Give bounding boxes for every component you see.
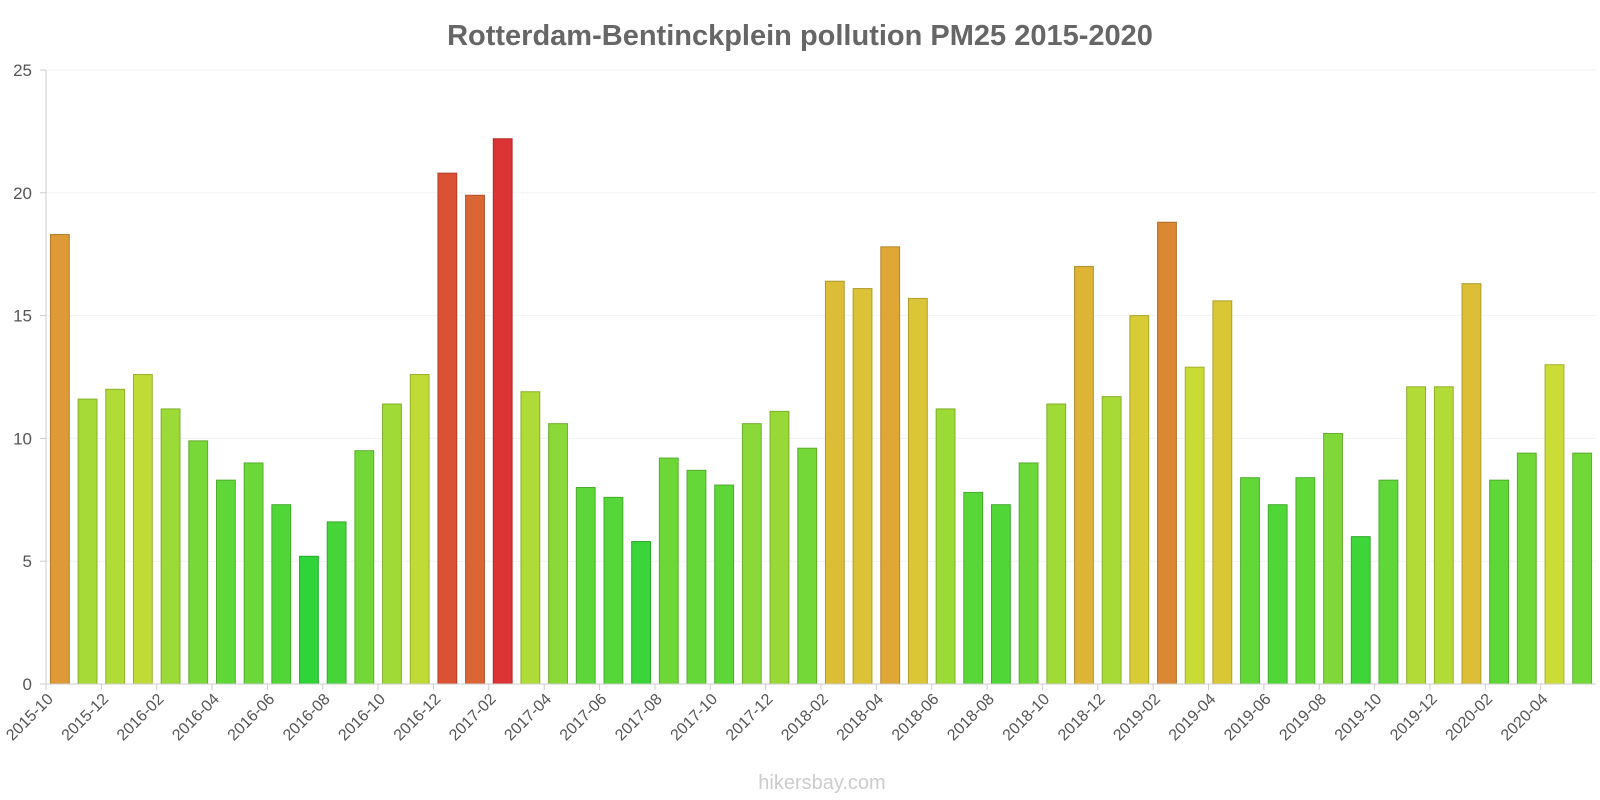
x-tick-label: 2016-08 xyxy=(280,691,334,745)
bar-2017-04 xyxy=(548,423,568,685)
bar-series xyxy=(49,138,1593,685)
x-tick-label: 2018-06 xyxy=(889,691,943,745)
bar-2016-01 xyxy=(132,374,153,685)
bar-2015-11 xyxy=(77,398,98,685)
bar-2018-03 xyxy=(852,288,873,685)
x-tick-label: 2019-12 xyxy=(1387,691,1441,745)
watermark: hikersbay.com xyxy=(758,772,885,794)
bar-2016-12 xyxy=(437,172,458,685)
x-tick-label: 2020-04 xyxy=(1498,691,1552,745)
y-tick-label: 15 xyxy=(13,307,32,326)
bar-2016-10 xyxy=(382,403,402,685)
bar-2015-10 xyxy=(49,234,70,685)
x-tick-label: 2018-12 xyxy=(1055,691,1109,745)
bar-2017-11 xyxy=(741,423,762,685)
x-tick-label: 2018-08 xyxy=(944,691,998,745)
bar-2019-07 xyxy=(1295,477,1316,685)
bar-2018-11 xyxy=(1074,265,1094,685)
bar-2018-04 xyxy=(880,246,901,685)
y-tick-label: 25 xyxy=(13,61,32,80)
bar-2020-03 xyxy=(1516,452,1537,685)
chart-title: Rotterdam-Bentinckplein pollution PM25 2… xyxy=(447,20,1153,52)
x-tick-label: 2016-02 xyxy=(114,691,168,745)
bar-2020-05 xyxy=(1572,452,1593,685)
x-tick-label: 2018-04 xyxy=(834,691,888,745)
bar-2017-02 xyxy=(492,138,513,685)
y-tick-label: 5 xyxy=(23,552,32,571)
y-tick-labels: 0 5 10 15 20 25 xyxy=(13,61,46,694)
bar-2016-07 xyxy=(299,555,319,685)
bar-2018-05 xyxy=(907,297,928,685)
bar-2015-12 xyxy=(105,388,126,685)
bar-2018-06 xyxy=(935,408,956,685)
x-tick-label: 2015-12 xyxy=(59,691,113,745)
bar-2018-07 xyxy=(963,491,984,685)
x-tick-label: 2019-04 xyxy=(1166,691,1220,745)
bar-2018-12 xyxy=(1101,396,1122,685)
bar-2017-10 xyxy=(714,484,735,685)
bar-2020-04 xyxy=(1544,364,1565,685)
x-tick-label: 2019-02 xyxy=(1110,691,1164,745)
bar-2018-02 xyxy=(824,280,845,685)
bar-2019-04 xyxy=(1212,300,1233,685)
bar-2016-02 xyxy=(160,408,181,685)
bar-2017-06 xyxy=(603,496,624,685)
x-tick-label: 2016-12 xyxy=(391,691,445,745)
bar-2020-02 xyxy=(1489,479,1510,685)
bar-2017-09 xyxy=(686,469,707,685)
bar-2019-10 xyxy=(1378,479,1399,685)
bar-2016-03 xyxy=(188,440,209,685)
x-tick-label: 2018-02 xyxy=(778,691,832,745)
x-tick-label: 2017-04 xyxy=(502,691,556,745)
bar-2018-01 xyxy=(797,447,818,685)
y-tick-label: 10 xyxy=(13,429,32,448)
x-tick-label: 2017-08 xyxy=(612,691,666,745)
bar-2020-01 xyxy=(1461,283,1482,685)
bar-2019-05 xyxy=(1240,477,1260,685)
x-tick-label: 2019-10 xyxy=(1332,691,1386,745)
bar-2016-06 xyxy=(271,504,292,685)
bar-2019-01 xyxy=(1129,315,1150,685)
x-tick-label: 2016-04 xyxy=(169,691,223,745)
bar-2017-01 xyxy=(465,194,485,685)
x-tick-label: 2015-10 xyxy=(3,691,57,745)
bar-2016-04 xyxy=(216,479,236,685)
bar-2016-09 xyxy=(354,450,375,685)
y-tick-label: 20 xyxy=(13,184,32,203)
y-tick-label: 0 xyxy=(23,675,32,694)
bar-2016-08 xyxy=(326,521,347,685)
bar-2019-02 xyxy=(1157,221,1177,685)
bar-2017-03 xyxy=(520,391,541,685)
x-tick-label: 2017-12 xyxy=(723,691,777,745)
bar-2018-09 xyxy=(1018,462,1039,685)
x-tick-label: 2016-10 xyxy=(335,691,389,745)
bar-2019-09 xyxy=(1350,536,1371,685)
x-tick-label: 2017-02 xyxy=(446,691,500,745)
x-tick-label: 2020-02 xyxy=(1443,691,1497,745)
bar-2019-11 xyxy=(1406,386,1427,685)
bar-2017-07 xyxy=(631,541,651,685)
bar-2017-12 xyxy=(769,410,790,685)
bar-2017-08 xyxy=(658,457,679,685)
x-tick-label: 2017-06 xyxy=(557,691,611,745)
bar-2019-12 xyxy=(1433,386,1454,685)
x-tick-labels: 2015-10 2015-12 2016-02 2016-04 2016-06 2016-… xyxy=(3,684,1552,745)
x-tick-label: 2017-10 xyxy=(668,691,722,745)
x-tick-label: 2019-06 xyxy=(1221,691,1275,745)
bar-2016-11 xyxy=(409,374,430,685)
bar-2019-08 xyxy=(1323,432,1343,685)
bar-2016-05 xyxy=(243,462,264,685)
x-tick-label: 2018-10 xyxy=(1000,691,1054,745)
x-tick-label: 2019-08 xyxy=(1277,691,1331,745)
bar-2018-08 xyxy=(991,504,1011,685)
bar-2017-05 xyxy=(575,487,596,685)
bar-2019-03 xyxy=(1184,366,1205,685)
x-tick-label: 2016-06 xyxy=(225,691,279,745)
bar-2018-10 xyxy=(1046,403,1067,685)
bar-2019-06 xyxy=(1267,504,1288,685)
